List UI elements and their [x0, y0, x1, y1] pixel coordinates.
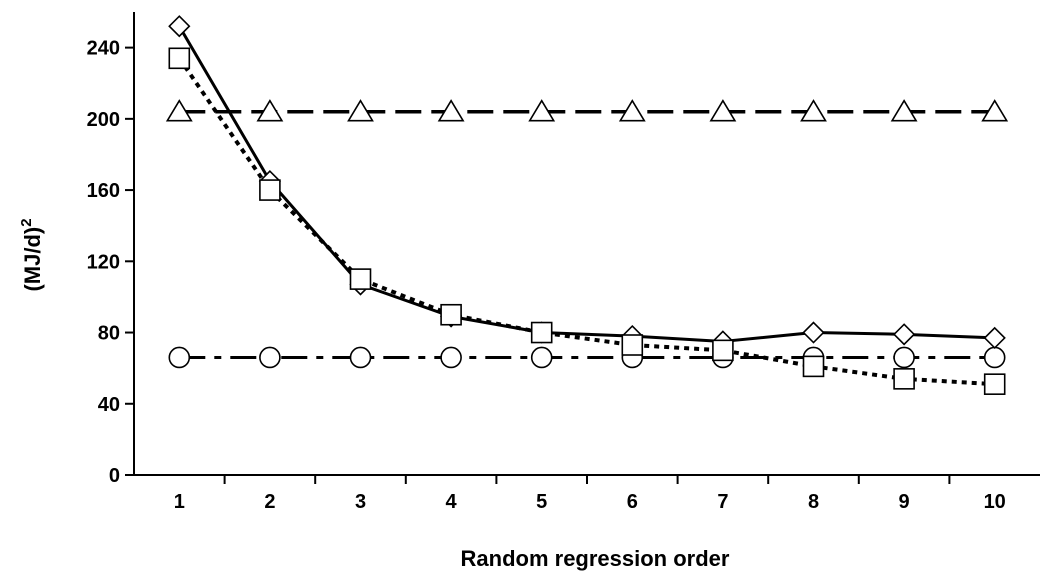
- y-axis-title-main: (MJ/d): [20, 227, 45, 292]
- y-axis-title-superscript: 2: [18, 218, 35, 226]
- x-tick-label: 7: [717, 491, 728, 513]
- axes: 0 40 80 120 160 200 240 1 2 3 4 5 6 7 8 9 10: [87, 12, 1040, 513]
- square-marker: [893, 368, 915, 390]
- triangle-marker: [618, 99, 646, 122]
- y-tick-label: 80: [98, 323, 120, 345]
- y-tick-label: 240: [87, 38, 120, 60]
- series-layer: [165, 15, 1009, 395]
- y-tick-label: 40: [98, 394, 120, 416]
- triangle-marker: [347, 99, 374, 122]
- triangle-marker: [981, 99, 1009, 122]
- triangle-marker: [528, 99, 556, 122]
- circle-marker: [259, 346, 281, 369]
- circle-marker: [893, 346, 915, 369]
- diamond-marker: [802, 321, 825, 344]
- circle-marker: [349, 346, 372, 369]
- series-markers-diamond: [168, 15, 1006, 353]
- square-marker: [621, 334, 644, 356]
- x-tick-label: 2: [264, 491, 275, 513]
- series-line-diamond: [178, 25, 995, 343]
- circle-marker: [440, 346, 462, 369]
- triangle-marker: [165, 99, 193, 122]
- diamond-marker: [892, 323, 916, 346]
- square-marker: [983, 373, 1006, 395]
- x-tick-label: 1: [174, 491, 185, 513]
- x-tick-label: 5: [536, 491, 547, 513]
- y-tick-label: 160: [87, 180, 120, 202]
- triangle-marker: [800, 99, 827, 122]
- triangle-marker: [256, 99, 284, 122]
- square-marker: [802, 355, 825, 378]
- triangle-marker: [437, 99, 465, 122]
- square-marker: [440, 303, 462, 326]
- y-axis-title: (MJ/d)2: [18, 218, 45, 291]
- series-markers-square: [168, 47, 1006, 395]
- x-tick-label: 4: [446, 491, 458, 513]
- triangle-marker: [890, 99, 918, 122]
- x-tick-label: 6: [627, 491, 638, 513]
- triangle-marker: [709, 99, 737, 122]
- square-marker: [530, 321, 553, 344]
- square-marker: [349, 268, 372, 290]
- circle-marker: [530, 346, 553, 369]
- y-tick-label: 120: [87, 251, 120, 273]
- x-tick-label: 8: [808, 491, 819, 513]
- x-axis-title: Random regression order: [461, 546, 730, 571]
- square-marker: [712, 339, 734, 362]
- diamond-marker: [983, 326, 1006, 350]
- y-tick-label: 200: [87, 109, 120, 131]
- square-marker: [168, 47, 191, 70]
- square-marker: [259, 179, 281, 201]
- y-tick-label: 0: [109, 465, 120, 487]
- circle-marker: [983, 346, 1006, 369]
- circle-marker: [168, 346, 191, 369]
- x-tick-label: 10: [984, 491, 1006, 513]
- x-tick-label: 9: [899, 491, 910, 513]
- diamond-marker: [168, 15, 191, 38]
- x-tick-label: 3: [355, 491, 366, 513]
- series-markers-triangle: [165, 99, 1009, 122]
